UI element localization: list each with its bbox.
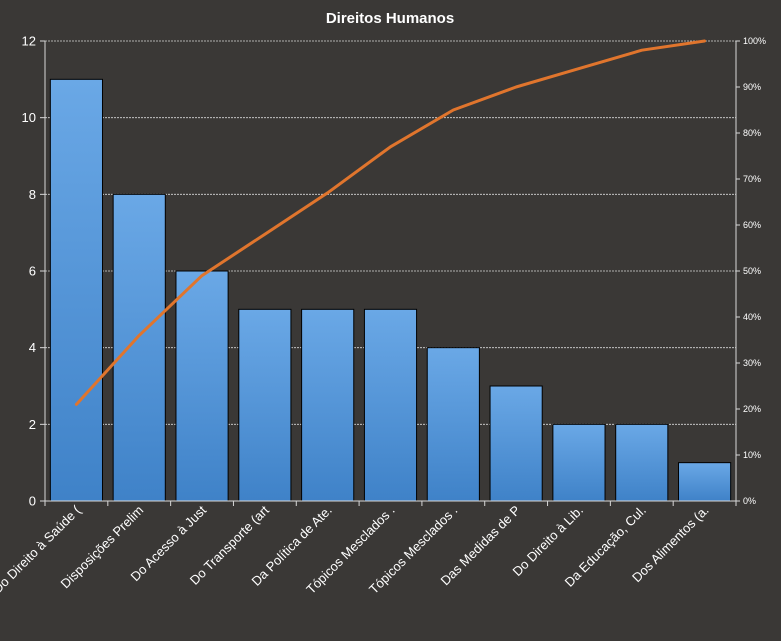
y-axis-left: 0 2 4 6 8 10 12 xyxy=(22,34,46,509)
y-tick-label: 6 xyxy=(29,264,36,279)
bar xyxy=(363,308,418,502)
bars xyxy=(49,78,732,502)
y2-tick-label: 20% xyxy=(743,404,761,414)
cumulative-percent-line xyxy=(74,39,707,406)
y2-tick-label: 80% xyxy=(743,128,761,138)
chart-title: Direitos Humanos xyxy=(326,10,454,27)
bar xyxy=(238,308,292,502)
y2-tick-label: 60% xyxy=(743,220,761,230)
y-tick-label: 0 xyxy=(29,494,36,509)
cumulative-line xyxy=(74,39,707,406)
bar xyxy=(426,347,480,502)
bar xyxy=(489,385,543,502)
y-tick-label: 4 xyxy=(29,340,36,355)
y-axis-right: 0% 10% 20% 30% 40% 50% 60% 70% 80% 90% 100% xyxy=(735,36,766,506)
y2-tick-label: 10% xyxy=(743,450,761,460)
bar xyxy=(301,308,355,502)
y-tick-label: 2 xyxy=(29,417,36,432)
y2-tick-label: 90% xyxy=(743,82,761,92)
y2-tick-label: 30% xyxy=(743,358,761,368)
y-tick-label: 10 xyxy=(22,110,36,125)
y-tick-label: 8 xyxy=(29,187,36,202)
bar xyxy=(615,423,669,502)
y2-tick-label: 50% xyxy=(743,266,761,276)
bar xyxy=(175,270,229,502)
bar xyxy=(49,78,103,502)
bar xyxy=(112,193,166,502)
x-axis: Do Direito à Saúde (Disposições PrelimDo… xyxy=(0,500,737,597)
y2-tick-label: 70% xyxy=(743,174,761,184)
bar xyxy=(552,423,606,502)
y2-tick-label: 40% xyxy=(743,312,761,322)
y-tick-label: 12 xyxy=(22,34,36,49)
bar xyxy=(678,462,732,502)
y2-tick-label: 100% xyxy=(743,36,766,46)
y2-tick-label: 0% xyxy=(743,496,756,506)
